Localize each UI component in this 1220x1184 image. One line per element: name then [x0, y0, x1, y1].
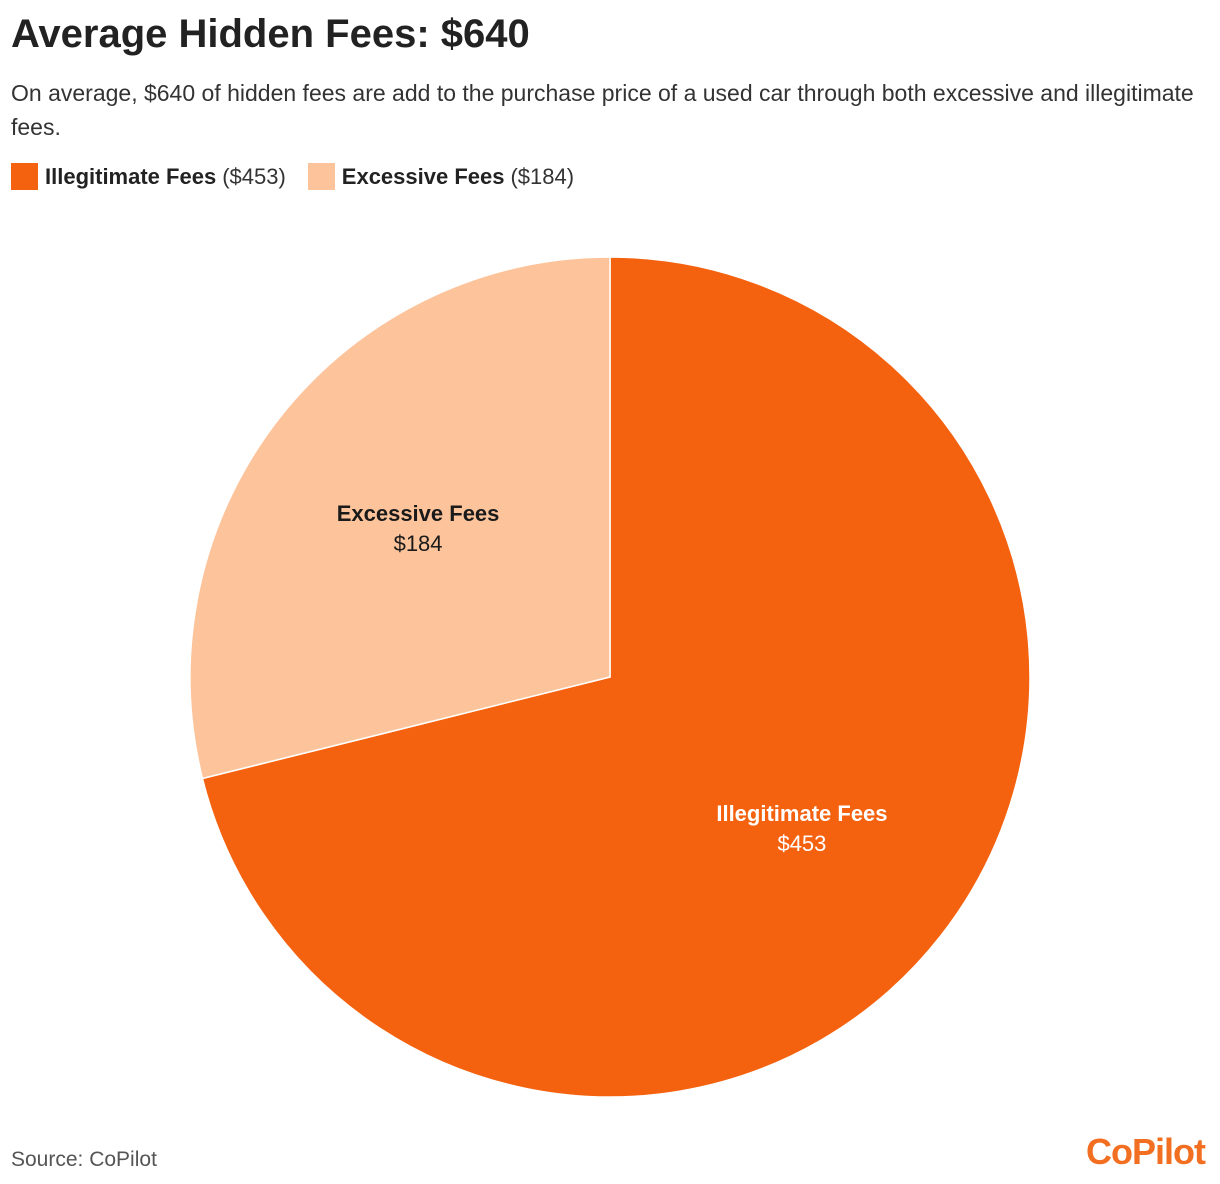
slice-label-illegitimate: Illegitimate Fees: [716, 801, 887, 826]
slice-value-excessive: $184: [394, 531, 443, 556]
legend-label-illegitimate: Illegitimate Fees: [45, 163, 217, 189]
pie-slice-illegitimate: [201, 256, 1031, 1098]
legend-label-excessive: Excessive Fees: [341, 163, 505, 189]
chart-subtitle: On average, $640 of hidden fees are add …: [11, 80, 1194, 140]
legend-swatch-illegitimate: [11, 163, 38, 190]
legend-value-excessive: ($184): [510, 163, 575, 189]
copilot-logo: CoPilot: [1086, 1131, 1206, 1172]
source-note: Source: CoPilot: [11, 1148, 157, 1171]
legend: Illegitimate Fees ($453) Excessive Fees …: [11, 163, 596, 190]
pie-slice-excessive: [189, 256, 611, 780]
chart-title: Average Hidden Fees: $640: [11, 12, 530, 56]
slice-value-illegitimate: $453: [777, 831, 826, 856]
slice-label-excessive: Excessive Fees: [337, 501, 500, 526]
legend-value-illegitimate: ($453): [222, 163, 286, 189]
legend-item-excessive: Excessive Fees ($184): [307, 163, 575, 190]
legend-swatch-excessive: [307, 163, 335, 190]
legend-item-illegitimate: Illegitimate Fees ($453): [11, 163, 286, 190]
